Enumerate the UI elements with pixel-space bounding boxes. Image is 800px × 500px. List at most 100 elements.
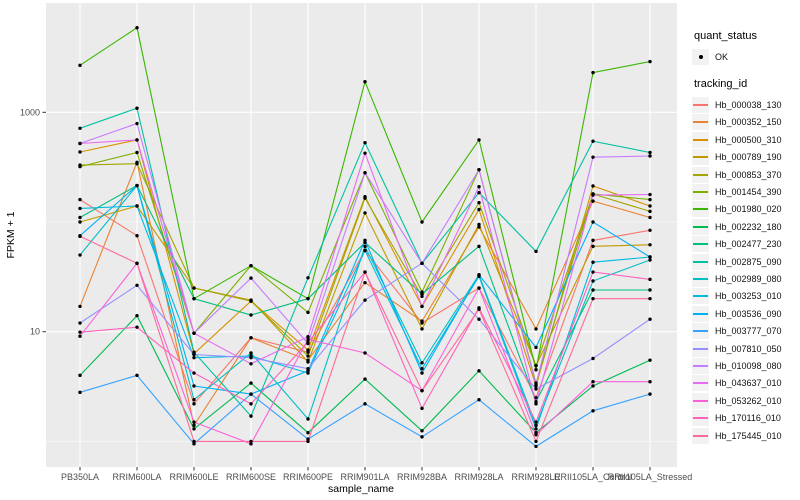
data-point: [78, 220, 82, 224]
data-point: [192, 286, 196, 290]
x-tick-label: RRIM928LA: [454, 472, 503, 482]
line-swatch-icon: [693, 208, 708, 211]
y-tick-label: 1000: [20, 107, 40, 117]
data-point: [78, 164, 82, 169]
data-point: [78, 126, 82, 130]
legend-item-label: Hb_002477_230: [715, 239, 782, 250]
data-point: [477, 138, 481, 142]
data-point: [306, 366, 310, 371]
x-tick-label: RRIM600SE: [226, 472, 276, 482]
legend-key-box: [692, 323, 709, 340]
data-point: [477, 200, 481, 205]
data-point: [306, 340, 310, 345]
data-point: [648, 215, 652, 220]
line-swatch-icon: [693, 243, 708, 246]
data-point: [477, 369, 481, 373]
data-point: [249, 355, 253, 360]
legend-key-box: [692, 340, 709, 357]
data-point: [78, 373, 82, 378]
data-point: [192, 355, 196, 360]
data-point: [135, 373, 139, 378]
legend-item-label: Hb_000789_190: [715, 152, 782, 163]
data-point: [591, 238, 595, 243]
data-point: [192, 442, 196, 446]
data-point: [591, 380, 595, 384]
data-point: [534, 368, 538, 372]
legend-item-Hb_001454_390: Hb_001454_390: [692, 183, 798, 201]
data-point: [534, 249, 538, 254]
data-point: [363, 238, 367, 243]
data-point: [249, 442, 253, 446]
data-point: [591, 139, 595, 143]
data-point: [534, 439, 538, 444]
legend-key-box: [692, 97, 709, 114]
data-point: [534, 387, 538, 391]
data-point: [477, 190, 481, 195]
line-swatch-icon: [693, 295, 708, 298]
legend-items-list: Hb_000038_130 Hb_000352_150 Hb_000500_310 H…: [692, 96, 798, 444]
legend-item-Hb_002477_230: Hb_002477_230: [692, 236, 798, 253]
data-point: [648, 197, 652, 202]
data-point: [192, 423, 196, 428]
data-point: [135, 150, 139, 155]
data-point: [648, 228, 652, 233]
legend-item-Hb_002232_180: Hb_002232_180: [692, 218, 798, 235]
legend-quant-status: quant_status OK: [692, 30, 798, 65]
line-swatch-icon: [693, 121, 708, 124]
legend-key-box: [692, 375, 709, 392]
line-swatch-icon: [693, 156, 708, 159]
data-point: [648, 192, 652, 197]
data-point: [135, 183, 139, 188]
legend-key-box: [692, 270, 709, 287]
data-point: [591, 296, 595, 301]
data-point: [420, 361, 424, 365]
line-swatch-icon: [693, 434, 708, 437]
legend-item-label: Hb_053262_010: [715, 395, 782, 406]
data-point: [363, 196, 367, 200]
data-point: [648, 150, 652, 155]
data-point: [648, 296, 652, 301]
data-point: [648, 380, 652, 384]
data-point: [135, 313, 139, 318]
legend-item-Hb_001980_020: Hb_001980_020: [692, 201, 798, 218]
data-point: [591, 184, 595, 188]
data-point: [420, 366, 424, 371]
data-point: [249, 299, 253, 303]
data-point: [363, 244, 367, 249]
data-point: [648, 59, 652, 64]
data-point: [534, 423, 538, 428]
data-point: [78, 390, 82, 395]
data-point: [363, 377, 367, 381]
data-point: [363, 211, 367, 215]
legend-key-box: [692, 149, 709, 166]
data-point: [363, 270, 367, 274]
legend-key-box: [692, 48, 709, 65]
data-point: [192, 427, 196, 431]
data-point: [648, 358, 652, 362]
data-point: [306, 276, 310, 280]
data-point: [534, 363, 538, 368]
legend-key-box: [692, 392, 709, 409]
legend-key-box: [692, 218, 709, 235]
legend-title-tracking-id: tracking_id: [694, 78, 748, 91]
y-tick-label: 10: [30, 327, 40, 337]
legend-item-label: Hb_002989_080: [715, 273, 782, 284]
data-point: [249, 336, 253, 340]
data-point: [534, 327, 538, 331]
data-point: [591, 220, 595, 224]
legend-item-label: Hb_002875_090: [715, 256, 782, 267]
data-point: [534, 402, 538, 406]
legend-item-Hb_043637_010: Hb_043637_010: [692, 375, 798, 392]
data-point: [306, 348, 310, 352]
line-swatch-icon: [693, 191, 708, 194]
data-point: [78, 304, 82, 309]
data-point: [78, 150, 82, 154]
line-swatch-icon: [693, 260, 708, 263]
line-swatch-icon: [693, 225, 708, 228]
legend-item-Hb_000789_190: Hb_000789_190: [692, 149, 798, 166]
legend-key-box: [692, 114, 709, 131]
legend-item-Hb_053262_010: Hb_053262_010: [692, 392, 798, 409]
data-point: [477, 207, 481, 212]
legend-item-Hb_002989_080: Hb_002989_080: [692, 270, 798, 287]
